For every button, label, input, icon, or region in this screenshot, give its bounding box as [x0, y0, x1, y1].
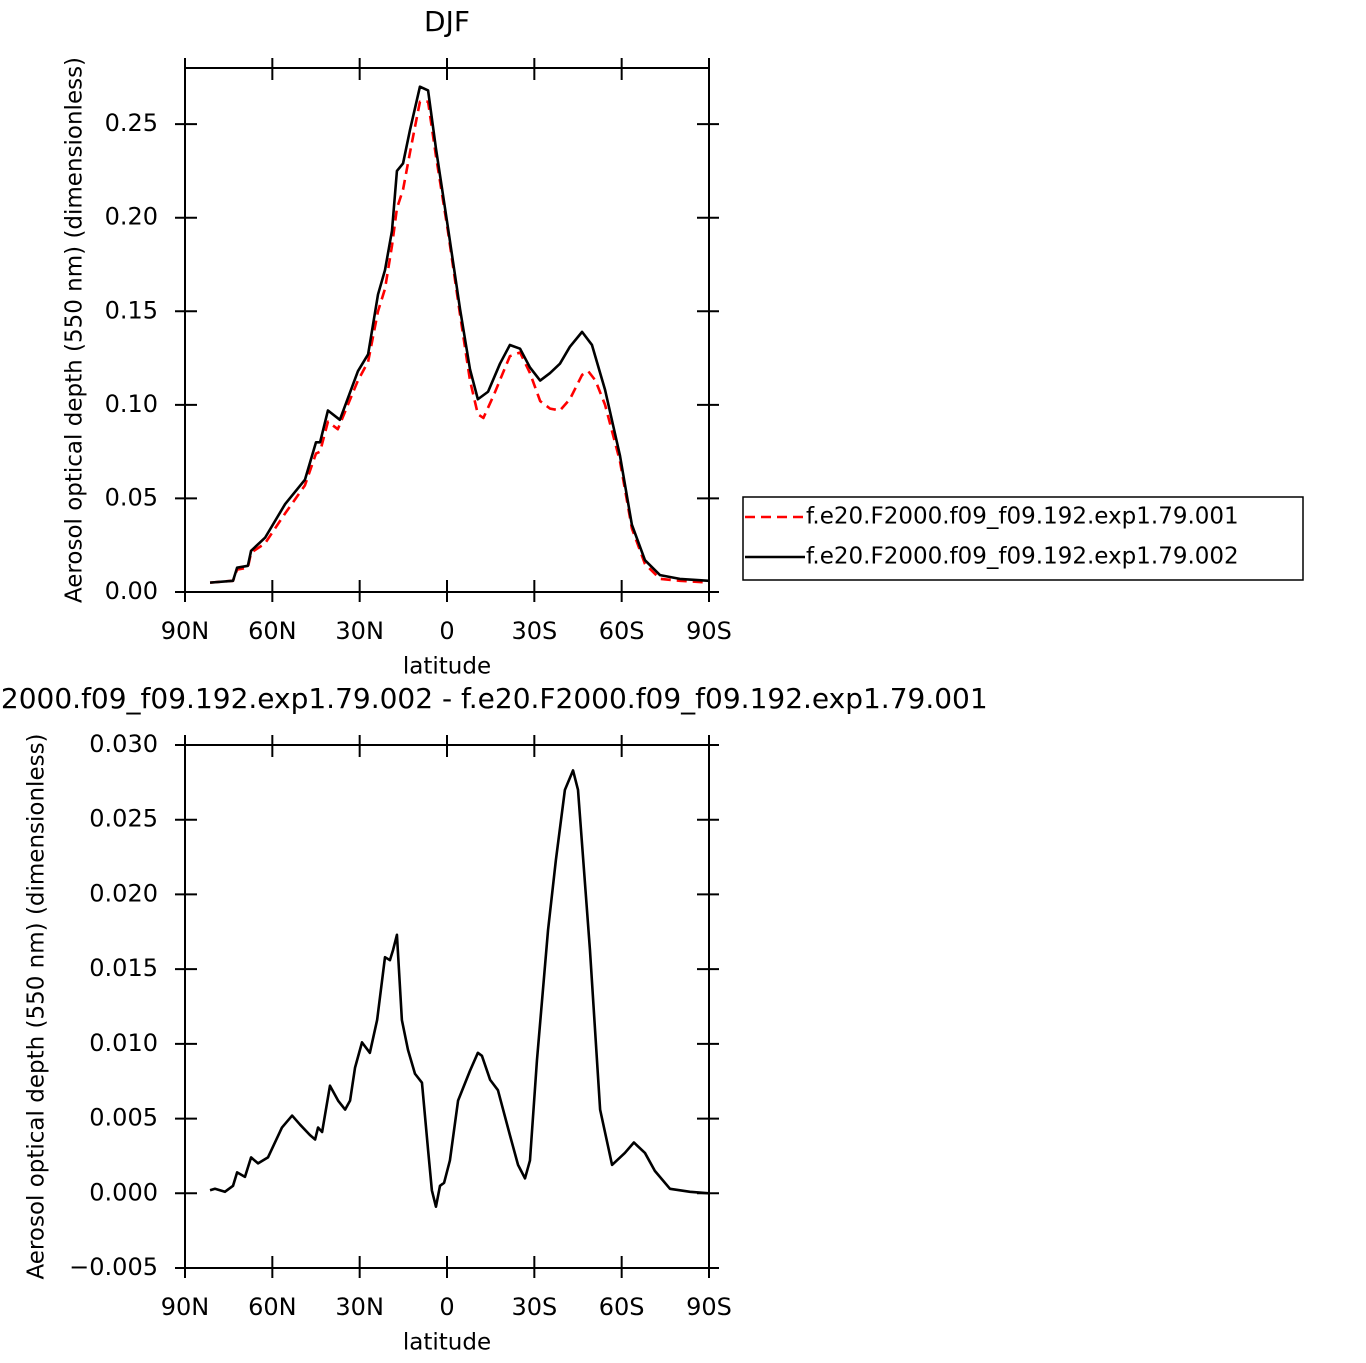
y-tick-label: 0.020 [89, 879, 158, 907]
y-tick-label: 0.030 [89, 730, 158, 758]
y-tick-label: 0.005 [89, 1104, 158, 1132]
y-tick-label: 0.05 [105, 483, 158, 511]
x-tick-label: 30S [511, 1293, 557, 1321]
x-tick-label: 90S [686, 617, 732, 645]
x-tick-label: 60N [248, 617, 297, 645]
x-tick-label: 90S [686, 1293, 732, 1321]
y-tick-label: 0.025 [89, 805, 158, 833]
y-tick-label: −0.005 [69, 1253, 158, 1281]
legend-label: f.e20.F2000.f09_f09.192.exp1.79.001 [806, 504, 1239, 530]
x-tick-label: 0 [439, 617, 454, 645]
y-axis-label: Aerosol optical depth (550 nm) (dimensio… [62, 57, 88, 603]
x-tick-label: 0 [439, 1293, 454, 1321]
x-tick-label: 90N [161, 1293, 210, 1321]
legend: f.e20.F2000.f09_f09.192.exp1.79.001 f.e20… [742, 496, 1304, 581]
series-line [209, 100, 710, 584]
x-tick-label: 30N [335, 1293, 384, 1321]
x-tick-label: 60S [599, 1293, 645, 1321]
series-line [209, 85, 710, 584]
x-tick-label: 60N [248, 1293, 297, 1321]
y-tick-label: 0.00 [105, 577, 158, 605]
x-tick-label: 30S [511, 617, 557, 645]
legend-label: f.e20.F2000.f09_f09.192.exp1.79.002 [806, 544, 1239, 570]
y-tick-label: 0.10 [105, 390, 158, 418]
x-axis-label: latitude [403, 654, 491, 680]
y-tick-label: 0.15 [105, 296, 158, 324]
series-line [209, 769, 710, 1209]
y-axis-label: Aerosol optical depth (550 nm) (dimensio… [24, 733, 50, 1279]
y-tick-label: 0.015 [89, 954, 158, 982]
y-tick-label: 0.20 [105, 203, 158, 231]
x-axis-label: latitude [403, 1330, 491, 1356]
y-tick-label: 0.25 [105, 109, 158, 137]
x-tick-label: 30N [335, 617, 384, 645]
x-tick-label: 90N [161, 617, 210, 645]
y-tick-label: 0.000 [89, 1178, 158, 1206]
legend-box [742, 496, 1304, 581]
chart-title: f.e20.F2000.f09_f09.192.exp1.79.002 - f.… [0, 682, 988, 715]
y-tick-label: 0.010 [89, 1029, 158, 1057]
x-tick-label: 60S [599, 617, 645, 645]
plot-frame [184, 744, 710, 1269]
chart-title: DJF [424, 5, 470, 38]
